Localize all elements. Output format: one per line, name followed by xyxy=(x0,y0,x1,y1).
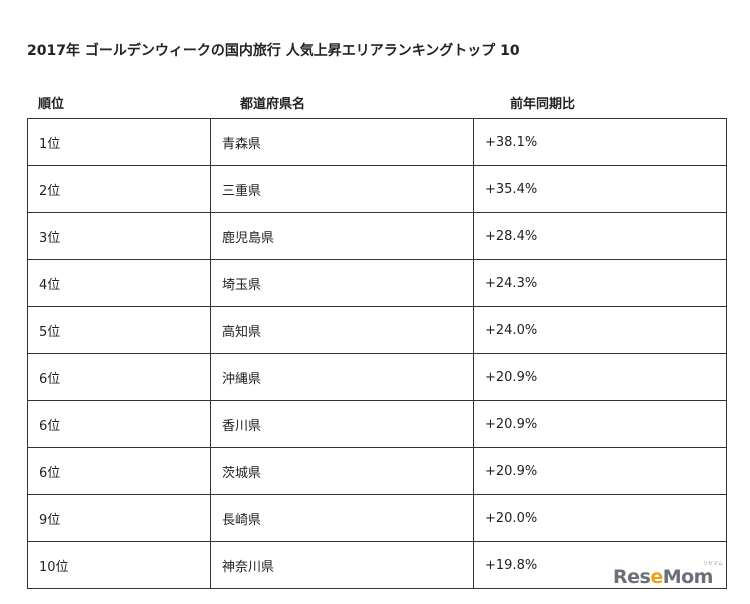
table-header-row: 順位 都道府県名 前年同期比 xyxy=(0,93,750,113)
table-row: 4位 埼玉県 +24.3% xyxy=(27,259,727,307)
yoy-cell: +20.9% xyxy=(473,400,727,448)
table-row: 6位 沖縄県 +20.9% xyxy=(27,353,727,401)
watermark-tag: リセマム xyxy=(703,561,724,567)
yoy-cell: +20.9% xyxy=(473,447,727,495)
table-row: 5位 高知県 +24.0% xyxy=(27,306,727,354)
yoy-cell: +24.0% xyxy=(473,306,727,354)
prefecture-cell: 神奈川県 xyxy=(210,541,474,589)
page-title: 2017年 ゴールデンウィークの国内旅行 人気上昇エリアランキングトップ 10 xyxy=(27,43,520,59)
rank-cell: 3位 xyxy=(27,212,211,260)
table-row: 6位 香川県 +20.9% xyxy=(27,400,727,448)
prefecture-cell: 高知県 xyxy=(210,306,474,354)
table-row: 1位 青森県 +38.1% xyxy=(27,118,727,166)
rank-cell: 4位 xyxy=(27,259,211,307)
rank-cell: 1位 xyxy=(27,118,211,166)
header-prefecture: 都道府県名 xyxy=(240,97,306,112)
prefecture-cell: 長崎県 xyxy=(210,494,474,542)
rank-cell: 6位 xyxy=(27,353,211,401)
table-row: 3位 鹿児島県 +28.4% xyxy=(27,212,727,260)
rank-cell: 6位 xyxy=(27,400,211,448)
prefecture-cell: 埼玉県 xyxy=(210,259,474,307)
header-yoy: 前年同期比 xyxy=(510,97,576,112)
table-row: 9位 長崎県 +20.0% xyxy=(27,494,727,542)
yoy-cell: +24.3% xyxy=(473,259,727,307)
yoy-cell: +20.9% xyxy=(473,353,727,401)
yoy-cell: +35.4% xyxy=(473,165,727,213)
resemom-logo: ReseMom xyxy=(613,566,713,588)
yoy-cell: +38.1% xyxy=(473,118,727,166)
prefecture-cell: 鹿児島県 xyxy=(210,212,474,260)
rank-cell: 2位 xyxy=(27,165,211,213)
rank-cell: 10位 xyxy=(27,541,211,589)
prefecture-cell: 青森県 xyxy=(210,118,474,166)
rank-cell: 5位 xyxy=(27,306,211,354)
prefecture-cell: 三重県 xyxy=(210,165,474,213)
prefecture-cell: 沖縄県 xyxy=(210,353,474,401)
yoy-cell: +28.4% xyxy=(473,212,727,260)
rank-cell: 6位 xyxy=(27,447,211,495)
ranking-table: 1位 青森県 +38.1% 2位 三重県 +35.4% 3位 鹿児島県 +28.… xyxy=(27,118,727,589)
prefecture-cell: 香川県 xyxy=(210,400,474,448)
table-row: 6位 茨城県 +20.9% xyxy=(27,447,727,495)
header-rank: 順位 xyxy=(38,97,65,112)
rank-cell: 9位 xyxy=(27,494,211,542)
prefecture-cell: 茨城県 xyxy=(210,447,474,495)
table-row: 2位 三重県 +35.4% xyxy=(27,165,727,213)
yoy-cell: +20.0% xyxy=(473,494,727,542)
yoy-cell: +19.8% xyxy=(473,541,727,589)
table-row: 10位 神奈川県 +19.8% xyxy=(27,541,727,589)
